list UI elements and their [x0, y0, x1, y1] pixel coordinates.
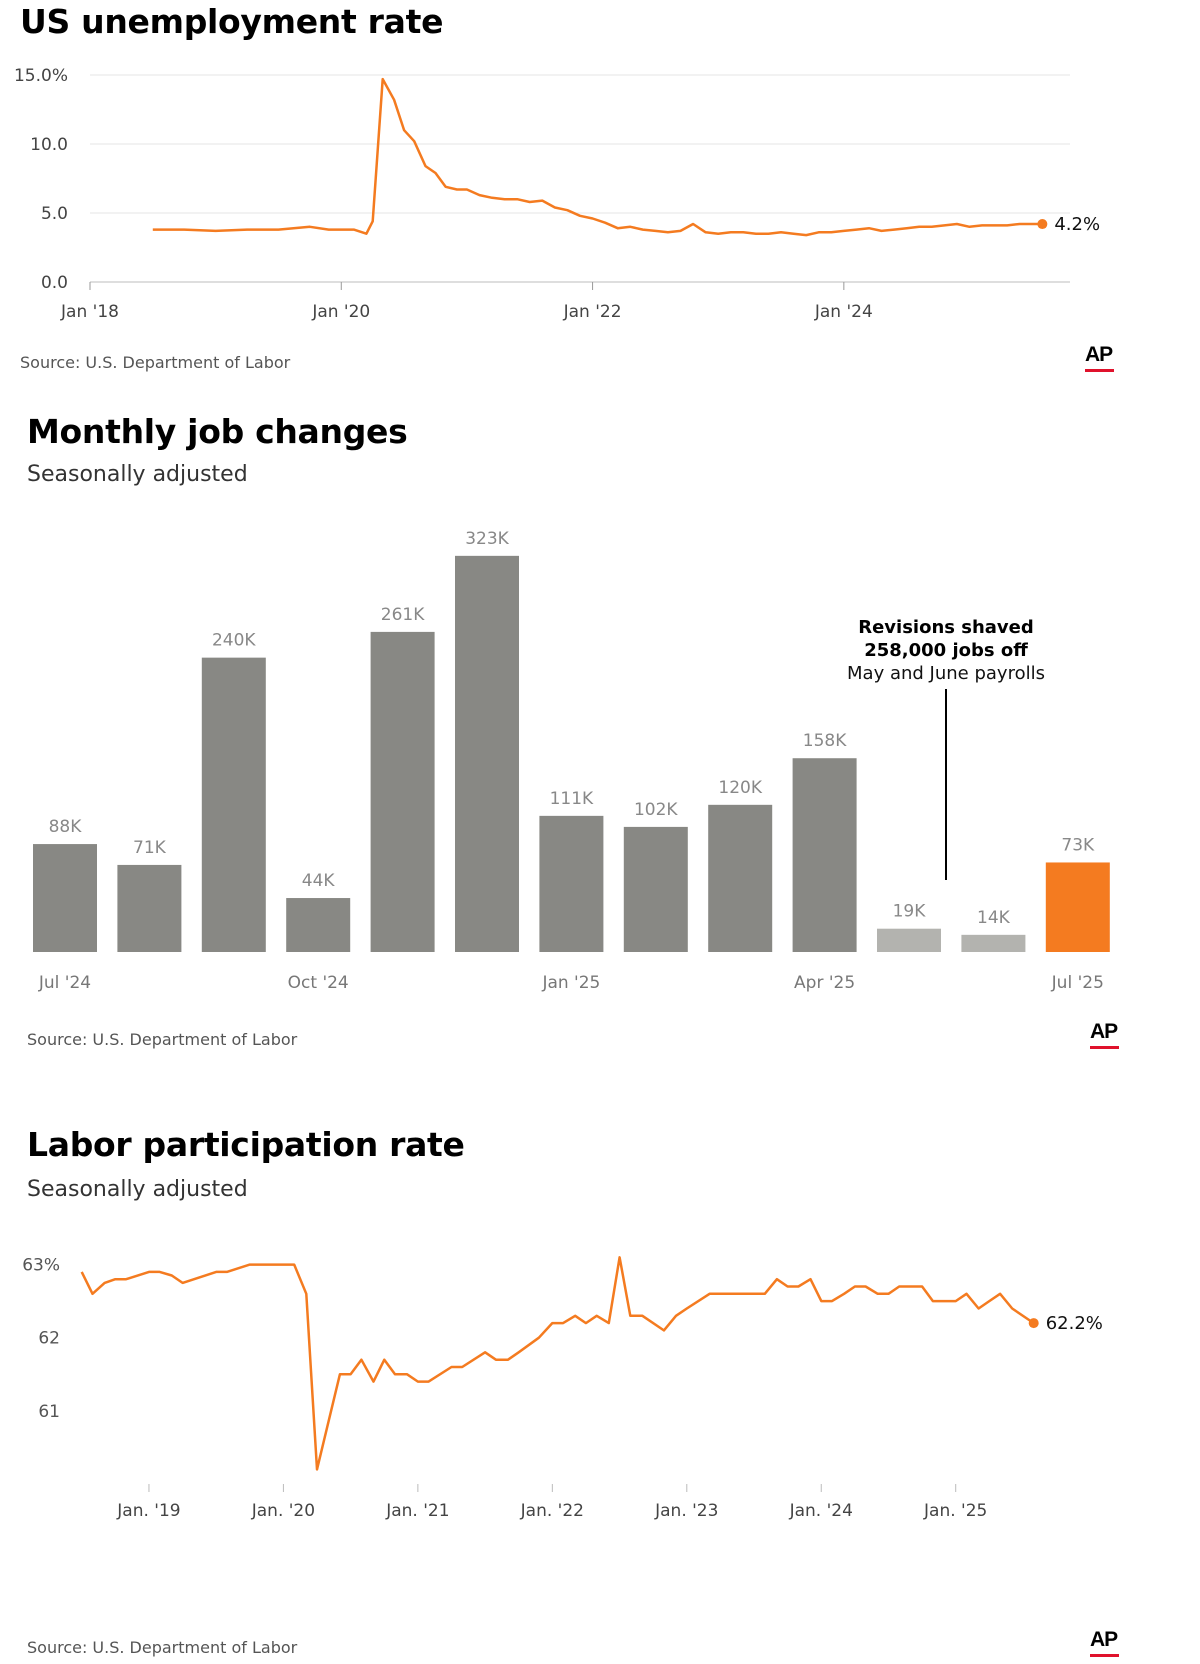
- x-tick-label: Jan. '23: [654, 1501, 718, 1521]
- unemployment-line: [152, 77, 1043, 237]
- bar: [877, 928, 941, 952]
- participation-chart: 61 62 63% Jan. '19 Jan. '20 Jan. '21 Jan. '22 J…: [22, 1256, 1103, 1521]
- ap-logo: AP: [1085, 343, 1115, 372]
- x-tick-label: Jan. '25: [923, 1501, 987, 1521]
- bar: [623, 826, 688, 952]
- bar: [539, 815, 604, 952]
- end-label: 62.2%: [1046, 1313, 1103, 1334]
- chart-source: Source: U.S. Department of Labor: [20, 353, 291, 372]
- x-tick-label: Jan. '21: [385, 1501, 449, 1521]
- chart-subtitle: Seasonally adjusted: [27, 1177, 248, 1202]
- y-tick-label: 62: [38, 1329, 60, 1349]
- y-tick-label: 5.0: [41, 204, 68, 224]
- ap-logo: AP: [1090, 1020, 1120, 1049]
- annotation-line3: May and June payrolls: [847, 663, 1045, 684]
- bar-value-label: 88K: [49, 817, 83, 837]
- bar: [370, 631, 435, 952]
- ap-logo: AP: [1090, 1628, 1120, 1657]
- x-tick-label: Jan. '24: [789, 1501, 853, 1521]
- bar-value-label: 44K: [302, 871, 336, 891]
- x-tick-label: Jan '25: [541, 973, 600, 993]
- bar-value-label: 71K: [133, 838, 167, 858]
- x-tick-label: Jul '25: [1051, 973, 1104, 993]
- unemployment-panel: US unemployment rate 0.0 5.0 10.0 15.0% Jan …: [0, 0, 1200, 385]
- x-tick-label: Apr '25: [794, 973, 855, 993]
- bar-value-label: 120K: [718, 778, 762, 798]
- annotation-line2: 258,000 jobs off: [864, 640, 1028, 661]
- x-tick-label: Jan. '22: [520, 1501, 584, 1521]
- participation-panel: Labor participation rate Seasonally adju…: [0, 1105, 1200, 1664]
- y-tick-label: 15.0%: [14, 66, 68, 86]
- annotation-line1: Revisions shaved: [858, 617, 1034, 638]
- bar-value-label: 73K: [1061, 835, 1095, 855]
- participation-line: [80, 1256, 1035, 1471]
- chart-source: Source: U.S. Department of Labor: [27, 1638, 298, 1657]
- bar: [33, 844, 97, 952]
- chart-title: US unemployment rate: [20, 2, 444, 41]
- bar: [792, 758, 857, 952]
- bar-value-label: 111K: [550, 789, 594, 809]
- x-tick-label: Jan '22: [563, 302, 622, 322]
- bar: [286, 898, 351, 952]
- jobs-chart: 88K Jul '24 71K 240K 44K Oct '24 261K 323K 111K J…: [33, 529, 1110, 993]
- unemployment-chart: 0.0 5.0 10.0 15.0% Jan '18 Jan '20 Jan '22 Jan …: [14, 66, 1100, 322]
- bar-value-label: 323K: [465, 529, 509, 549]
- y-tick-label: 61: [38, 1402, 60, 1422]
- jobs-panel: Monthly job changes Seasonally adjusted …: [0, 390, 1200, 1070]
- bar: [708, 804, 773, 952]
- x-tick-label: Jan '18: [60, 302, 119, 322]
- bar-value-label: 240K: [212, 631, 256, 651]
- bar: [455, 555, 519, 952]
- y-tick-label: 0.0: [41, 273, 68, 293]
- x-tick-label: Jul '24: [38, 973, 91, 993]
- bar: [1045, 862, 1110, 952]
- end-point: [1037, 219, 1048, 230]
- chart-source: Source: U.S. Department of Labor: [27, 1030, 298, 1049]
- chart-subtitle: Seasonally adjusted: [27, 462, 248, 487]
- chart-title: Labor participation rate: [27, 1125, 465, 1164]
- bar: [201, 657, 266, 952]
- end-point: [1028, 1318, 1039, 1329]
- x-tick-label: Jan '20: [311, 302, 370, 322]
- x-tick-label: Jan. '19: [116, 1501, 180, 1521]
- bar-value-label: 14K: [977, 908, 1011, 928]
- chart-title: Monthly job changes: [27, 412, 408, 451]
- bar-value-label: 158K: [803, 731, 847, 751]
- bar-value-label: 102K: [634, 800, 678, 820]
- y-tick-label: 10.0: [30, 135, 68, 155]
- x-tick-label: Oct '24: [288, 973, 349, 993]
- bar-value-label: 19K: [893, 902, 927, 922]
- end-label: 4.2%: [1054, 214, 1100, 235]
- bar: [961, 934, 1026, 952]
- y-tick-label: 63%: [22, 1256, 60, 1276]
- bar: [117, 864, 182, 952]
- bar-value-label: 261K: [381, 605, 425, 625]
- x-tick-label: Jan '24: [814, 302, 873, 322]
- x-tick-label: Jan. '20: [251, 1501, 315, 1521]
